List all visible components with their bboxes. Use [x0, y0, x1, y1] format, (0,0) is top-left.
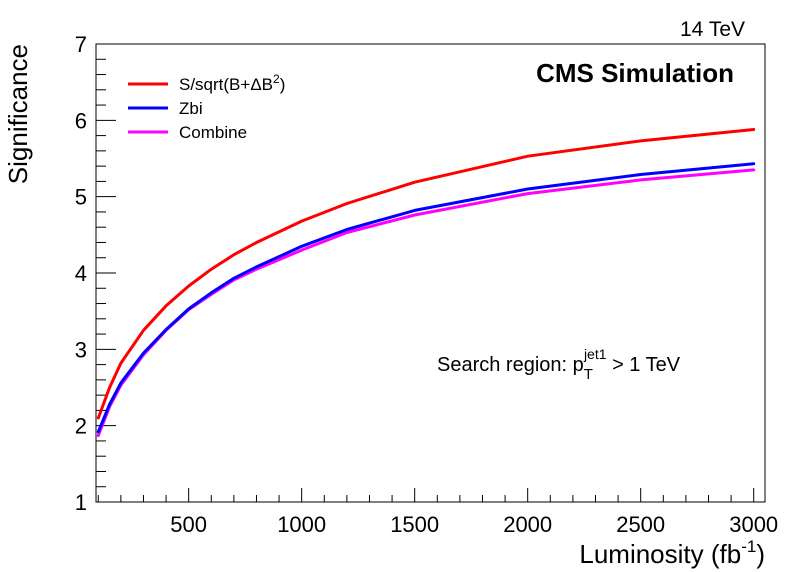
axis-tick-labels: 500 1000 1500 2000 2500 3000 1 2 3 4 5 6 7 — [75, 32, 778, 537]
legend-label: S/sqrt(B+ΔB2) — [179, 72, 285, 94]
annotation-superscript: jet1 — [583, 346, 607, 362]
legend: S/sqrt(B+ΔB2) Zbi Combine — [128, 72, 285, 142]
x-tick-label: 3000 — [729, 512, 778, 537]
series-line-s-sqrt-b-b- — [96, 128, 756, 420]
y-tick-label: 5 — [75, 185, 87, 210]
x-tick-label: 1500 — [390, 512, 439, 537]
x-tick-label: 2500 — [616, 512, 665, 537]
legend-label: Combine — [179, 123, 247, 142]
y-tick-label: 2 — [75, 414, 87, 439]
y-tick-label: 4 — [75, 261, 87, 286]
x-axis-title-main: Luminosity (fb — [579, 539, 741, 569]
y-tick-label: 6 — [75, 108, 87, 133]
x-tick-label: 500 — [170, 512, 207, 537]
experiment-label: CMS Simulation — [536, 58, 734, 88]
x-tick-label: 2000 — [503, 512, 552, 537]
axis-ticks — [96, 43, 755, 503]
series-line-zbi — [96, 162, 756, 434]
x-axis-title-close: ) — [756, 539, 765, 569]
x-axis-title-superscript: -1 — [741, 537, 756, 556]
x-axis-title: Luminosity (fb-1) — [579, 537, 765, 569]
y-tick-label: 1 — [75, 490, 87, 515]
y-tick-label: 3 — [75, 337, 87, 362]
legend-label: Zbi — [179, 99, 203, 118]
x-tick-label: 1000 — [277, 512, 326, 537]
energy-label: 14 TeV — [680, 18, 745, 41]
annotation-prefix: Search region: p — [437, 354, 584, 376]
annotation-suffix: > 1 TeV — [607, 354, 681, 376]
search-region-annotation: Search region: pTjet1 > 1 TeV — [437, 346, 681, 383]
y-axis-title: Significance — [3, 44, 33, 184]
annotation-subscript: T — [584, 366, 593, 383]
series-curves — [96, 128, 756, 438]
y-tick-label: 7 — [75, 32, 87, 57]
